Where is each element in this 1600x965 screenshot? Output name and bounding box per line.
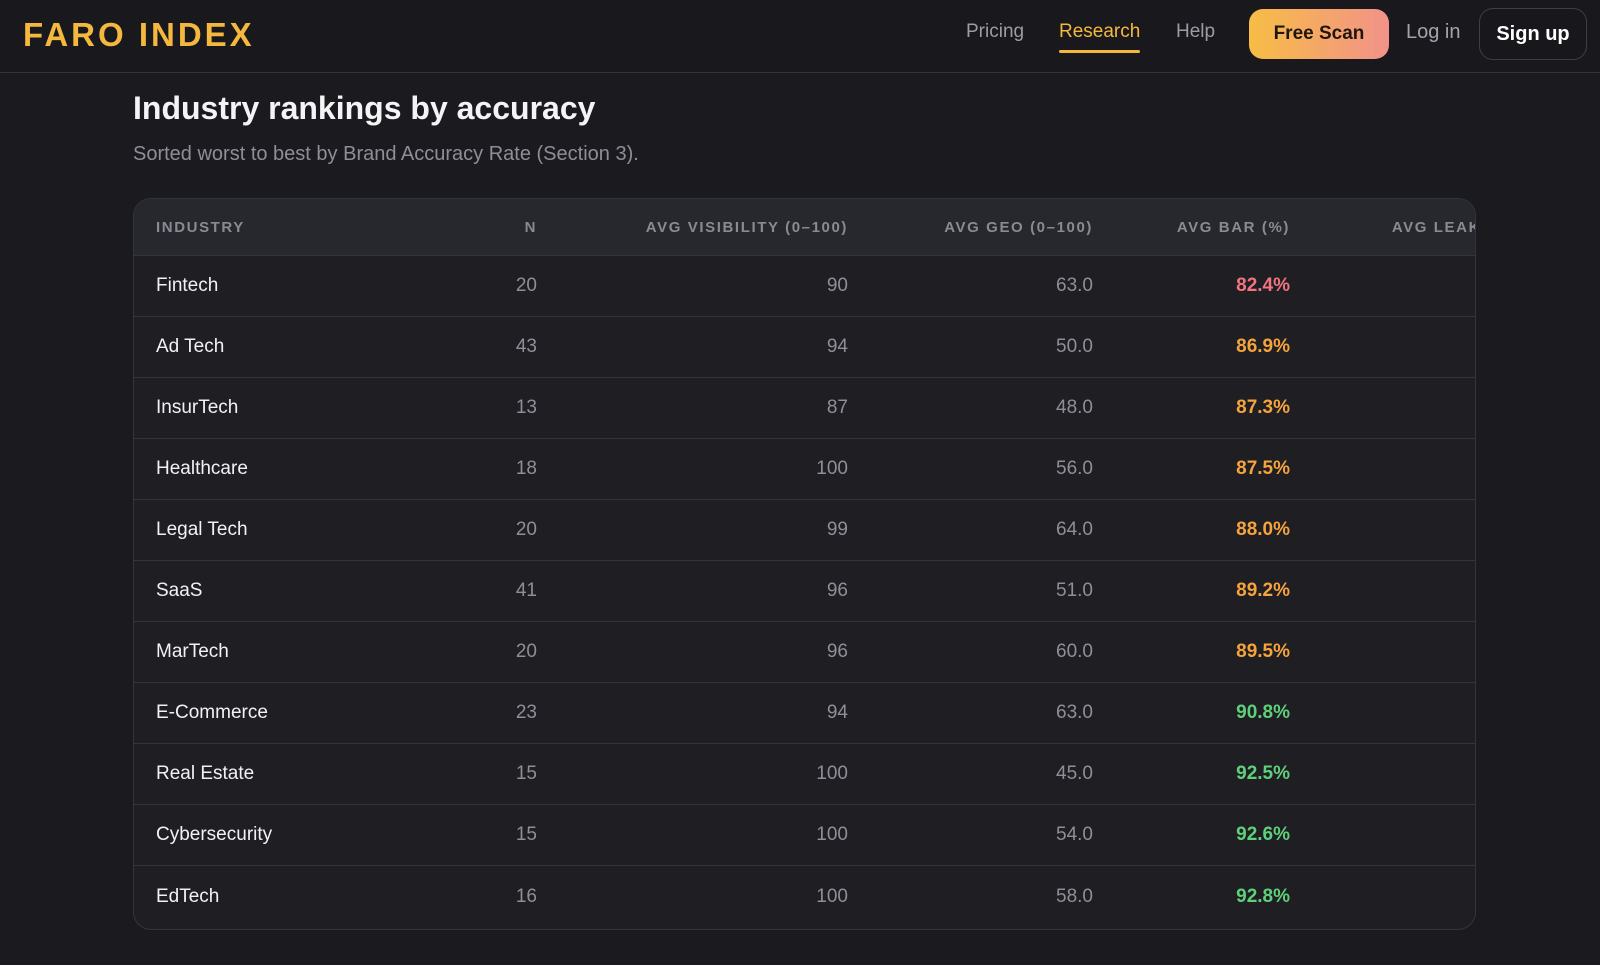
industry-rankings-table: INDUSTRY N AVG VISIBILITY (0–100) AVG GE… (133, 198, 1476, 930)
header-avg-bar[interactable]: AVG BAR (%) (1176, 218, 1290, 236)
cell-avg-geo: 45.0 (1056, 763, 1093, 784)
cell-avg-leakage: 83.0 (1304, 500, 1475, 560)
cell-n: 43 (515, 336, 537, 357)
cell-n: 13 (515, 397, 537, 418)
cell-avg-bar: 89.5% (1236, 641, 1290, 662)
cell-avg-visibility: 100 (816, 824, 848, 845)
cell-avg-leakage: 85.0 (1304, 805, 1475, 865)
cell-avg-bar: 86.9% (1236, 336, 1290, 357)
cell-avg-leakage: 82.0 (1304, 317, 1475, 377)
table-row[interactable]: Real Estate 15 100 45.0 92.5% 85.0 (134, 744, 1475, 805)
cell-avg-visibility: 96 (826, 641, 848, 662)
cell-avg-bar: 87.5% (1236, 458, 1290, 479)
cell-avg-bar: 92.5% (1236, 763, 1290, 784)
table-row[interactable]: SaaS 41 96 51.0 89.2% 83.0 (134, 561, 1475, 622)
log-in-link[interactable]: Log in (1406, 21, 1461, 43)
cell-industry: Real Estate (156, 763, 255, 784)
cell-avg-geo: 48.0 (1056, 397, 1093, 418)
table-header-row: INDUSTRY N AVG VISIBILITY (0–100) AVG GE… (134, 199, 1475, 256)
cell-avg-geo: 58.0 (1056, 885, 1093, 907)
nav-link-help[interactable]: Help (1176, 21, 1216, 42)
cell-industry: Legal Tech (156, 519, 248, 540)
table-row[interactable]: InsurTech 13 87 48.0 87.3% 80.0 (134, 378, 1475, 439)
cell-avg-leakage: 84.0 (1304, 439, 1475, 499)
cell-avg-geo: 63.0 (1056, 702, 1093, 723)
cell-n: 15 (515, 763, 537, 784)
cell-n: 23 (515, 702, 537, 723)
cell-n: 16 (515, 885, 537, 907)
header-avg-visibility[interactable]: AVG VISIBILITY (0–100) (645, 218, 848, 236)
table-row[interactable]: Cybersecurity 15 100 54.0 92.6% 85.0 (134, 805, 1475, 866)
page-title: Industry rankings by accuracy (133, 90, 596, 126)
active-tab-underline (1059, 50, 1141, 53)
cell-avg-visibility: 94 (826, 336, 848, 357)
table-row[interactable]: MarTech 20 96 60.0 89.5% 86.0 (134, 622, 1475, 683)
cell-avg-visibility: 100 (816, 885, 848, 907)
cell-avg-leakage: 83.0 (1304, 561, 1475, 621)
cell-industry: InsurTech (156, 397, 239, 418)
cell-avg-visibility: 94 (826, 702, 848, 723)
cell-avg-bar: 88.0% (1236, 519, 1290, 540)
free-scan-button[interactable]: Free Scan (1249, 9, 1389, 59)
cell-avg-bar: 87.3% (1236, 397, 1290, 418)
cell-avg-bar: 92.8% (1236, 885, 1290, 907)
cell-avg-bar: 89.2% (1236, 580, 1290, 601)
table-row[interactable]: Fintech 20 90 63.0 82.4% 80.0 (134, 256, 1475, 317)
cell-avg-bar: 90.8% (1236, 702, 1290, 723)
table-row[interactable]: Legal Tech 20 99 64.0 88.0% 83.0 (134, 500, 1475, 561)
nav-link-research-label: Research (1059, 21, 1141, 42)
cell-industry: Fintech (156, 275, 219, 296)
cell-industry: Healthcare (156, 458, 248, 479)
cell-avg-geo: 56.0 (1056, 458, 1093, 479)
header-industry[interactable]: INDUSTRY (156, 218, 245, 236)
header-avg-leakage[interactable]: AVG LEAKAGE (0–100) (1391, 218, 1475, 236)
cell-n: 41 (515, 580, 537, 601)
cell-avg-visibility: 90 (826, 275, 848, 296)
nav-link-research[interactable]: Research (1059, 21, 1141, 53)
cell-avg-geo: 63.0 (1056, 275, 1093, 296)
cell-n: 20 (515, 275, 537, 296)
cell-avg-visibility: 87 (826, 397, 848, 418)
cell-avg-leakage: 80.0 (1304, 256, 1475, 316)
cell-avg-geo: 60.0 (1056, 641, 1093, 662)
table-row[interactable]: E-Commerce 23 94 63.0 90.8% 85.0 (134, 683, 1475, 744)
cell-avg-bar: 82.4% (1236, 275, 1290, 296)
cell-avg-leakage: 80.0 (1304, 378, 1475, 438)
cell-avg-leakage: 85.0 (1304, 683, 1475, 743)
cell-avg-bar: 92.6% (1236, 824, 1290, 845)
header-n[interactable]: N (524, 218, 537, 236)
cell-avg-leakage: 86.0 (1304, 622, 1475, 682)
page-subtitle: Sorted worst to best by Brand Accuracy R… (133, 143, 639, 165)
cell-industry: Ad Tech (156, 336, 225, 357)
header-avg-geo[interactable]: AVG GEO (0–100) (944, 218, 1093, 236)
cell-industry: Cybersecurity (156, 824, 273, 845)
nav-link-pricing[interactable]: Pricing (966, 21, 1025, 42)
cell-avg-visibility: 96 (826, 580, 848, 601)
cell-n: 15 (515, 824, 537, 845)
table-row[interactable]: Ad Tech 43 94 50.0 86.9% 82.0 (134, 317, 1475, 378)
cell-avg-geo: 54.0 (1056, 824, 1093, 845)
cell-avg-geo: 50.0 (1056, 336, 1093, 357)
top-navbar: FARO INDEX Pricing Research Help Free Sc… (0, 0, 1600, 73)
cell-n: 20 (515, 519, 537, 540)
table-row[interactable]: Healthcare 18 100 56.0 87.5% 84.0 (134, 439, 1475, 500)
cell-industry: EdTech (156, 885, 220, 907)
cell-avg-geo: 64.0 (1056, 519, 1093, 540)
cell-avg-leakage: 85.0 (1304, 744, 1475, 804)
cell-avg-visibility: 100 (816, 458, 848, 479)
cell-avg-geo: 51.0 (1056, 580, 1093, 601)
cell-n: 18 (515, 458, 537, 479)
cell-industry: MarTech (156, 641, 229, 662)
cell-industry: E-Commerce (156, 702, 268, 723)
faro-index-logo[interactable]: FARO INDEX (23, 16, 255, 53)
cell-industry: SaaS (156, 580, 203, 601)
cell-n: 20 (515, 641, 537, 662)
sign-up-button[interactable]: Sign up (1479, 8, 1587, 60)
cell-avg-visibility: 99 (826, 519, 848, 540)
cell-avg-visibility: 100 (816, 763, 848, 784)
cell-avg-leakage: 84.0 (1304, 866, 1475, 927)
table-row[interactable]: EdTech 16 100 58.0 92.8% 84.0 (134, 866, 1475, 927)
